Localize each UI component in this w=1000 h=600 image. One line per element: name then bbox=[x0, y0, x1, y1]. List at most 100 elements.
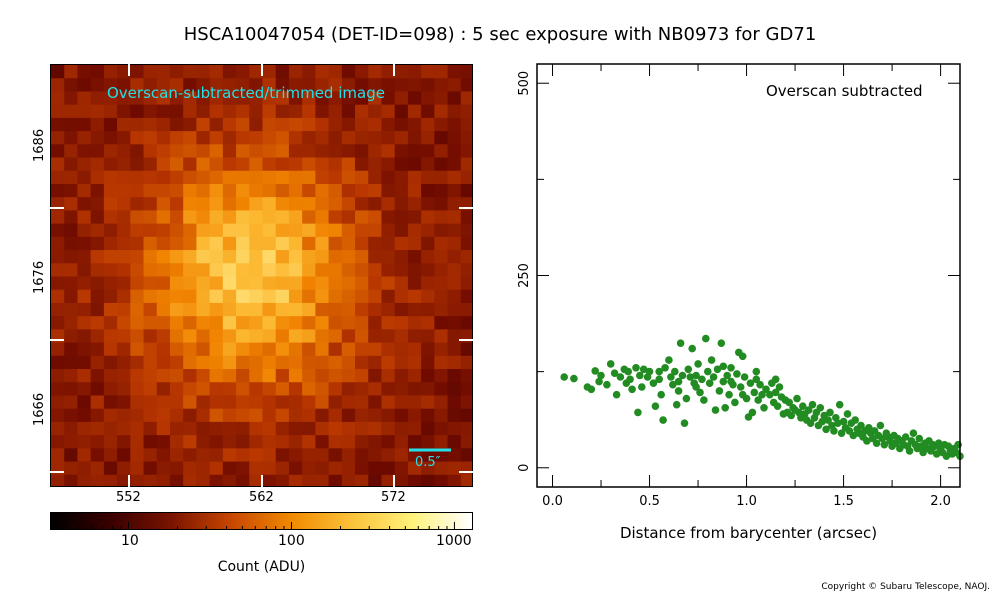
image-pixel bbox=[275, 316, 290, 330]
image-pixel bbox=[117, 276, 131, 291]
image-pixel bbox=[302, 382, 316, 397]
image-pixel bbox=[222, 197, 237, 212]
image-pixel bbox=[117, 342, 131, 357]
image-pixel bbox=[236, 289, 250, 304]
image-pixel bbox=[90, 170, 105, 185]
image-pixel bbox=[341, 342, 356, 357]
scatter-point bbox=[657, 390, 665, 399]
image-pixel bbox=[394, 210, 409, 225]
image-pixel bbox=[381, 263, 396, 278]
image-pixel bbox=[381, 131, 396, 145]
image-pixel bbox=[355, 276, 369, 291]
image-pixel bbox=[64, 183, 79, 198]
image-pixel bbox=[236, 250, 250, 264]
image-pixel bbox=[90, 210, 105, 225]
image-pixel bbox=[275, 250, 290, 264]
image-pixel bbox=[341, 421, 356, 436]
image-pixel bbox=[117, 289, 131, 304]
image-pixel bbox=[275, 435, 290, 449]
image-pixel bbox=[209, 474, 224, 486]
scatter-point bbox=[616, 373, 625, 381]
image-pixel bbox=[249, 91, 264, 106]
image-pixel bbox=[394, 170, 409, 185]
image-pixel bbox=[64, 170, 79, 185]
x-tick-label: 0.0 bbox=[542, 494, 563, 509]
image-pixel bbox=[407, 210, 422, 225]
image-pixel bbox=[355, 382, 369, 397]
image-pixel bbox=[421, 65, 435, 79]
image-pixel bbox=[262, 117, 277, 132]
image-pixel bbox=[407, 78, 422, 93]
image-pixel bbox=[262, 421, 277, 436]
image-pixel bbox=[156, 65, 171, 79]
image-pixel bbox=[341, 131, 356, 145]
colorbar-tick-label: 10 bbox=[121, 533, 139, 549]
image-pixel bbox=[130, 104, 145, 119]
image-pixel bbox=[77, 369, 92, 383]
image-pixel bbox=[183, 408, 198, 423]
image-pixel bbox=[156, 355, 171, 370]
image-pixel bbox=[156, 183, 171, 198]
image-pixel bbox=[209, 448, 224, 463]
image-pixel bbox=[209, 263, 224, 278]
image-pixel bbox=[368, 342, 383, 357]
scatter-point bbox=[595, 377, 603, 386]
image-pixel bbox=[434, 448, 449, 463]
image-pixel bbox=[209, 223, 224, 238]
image-pixel bbox=[130, 355, 145, 370]
image-pixel bbox=[341, 91, 356, 106]
image-pixel bbox=[315, 342, 330, 357]
image-pixel bbox=[421, 183, 435, 198]
image-pixel bbox=[103, 289, 118, 304]
image-pixel bbox=[183, 355, 198, 370]
scatter-point bbox=[738, 390, 747, 399]
image-pixel bbox=[156, 289, 171, 304]
image-pixel bbox=[341, 474, 356, 486]
image-pixel bbox=[117, 78, 131, 93]
image-pixel bbox=[77, 474, 92, 486]
image-pixel bbox=[90, 369, 105, 383]
image-pixel bbox=[156, 474, 171, 486]
image-pixel bbox=[117, 355, 131, 370]
scatter-point bbox=[835, 400, 844, 409]
scale-bar bbox=[409, 448, 451, 452]
image-pixel bbox=[381, 395, 396, 410]
image-pixel bbox=[262, 461, 277, 476]
scatter-point bbox=[678, 371, 687, 380]
image-pixel bbox=[447, 65, 462, 79]
image-pixel bbox=[117, 421, 131, 436]
scatter-point bbox=[727, 377, 735, 386]
image-pixel bbox=[169, 435, 184, 449]
image-pixel bbox=[249, 131, 264, 145]
image-pixel bbox=[262, 263, 277, 278]
image-pixel bbox=[394, 104, 409, 119]
image-pixel bbox=[341, 369, 356, 383]
image-pixel bbox=[209, 289, 224, 304]
image-pixel bbox=[103, 474, 118, 486]
image-pixel bbox=[156, 302, 171, 317]
image-pixel bbox=[249, 421, 264, 436]
image-pixel bbox=[209, 131, 224, 145]
image-pixel bbox=[183, 342, 198, 357]
image-pixel bbox=[381, 461, 396, 476]
image-pixel bbox=[90, 461, 105, 476]
image-pixel bbox=[117, 369, 131, 383]
image-pixel bbox=[143, 210, 158, 225]
image-pixel bbox=[90, 408, 105, 423]
image-pixel bbox=[381, 448, 396, 463]
image-pixel bbox=[222, 144, 237, 159]
image-pixel bbox=[288, 421, 303, 436]
image-pixel bbox=[381, 250, 396, 264]
image-pixel bbox=[249, 382, 264, 397]
scatter-point bbox=[700, 396, 708, 404]
image-pixel bbox=[156, 104, 171, 119]
image-pixel bbox=[302, 435, 316, 449]
scatter-point bbox=[849, 431, 858, 440]
image-pixel bbox=[169, 329, 184, 344]
image-pixel bbox=[143, 104, 158, 119]
plot-annotation: Overscan subtracted bbox=[766, 82, 923, 100]
image-pixel bbox=[209, 144, 224, 159]
image-pixel bbox=[222, 474, 237, 486]
image-pixel bbox=[51, 78, 65, 93]
image-pixel bbox=[394, 461, 409, 476]
